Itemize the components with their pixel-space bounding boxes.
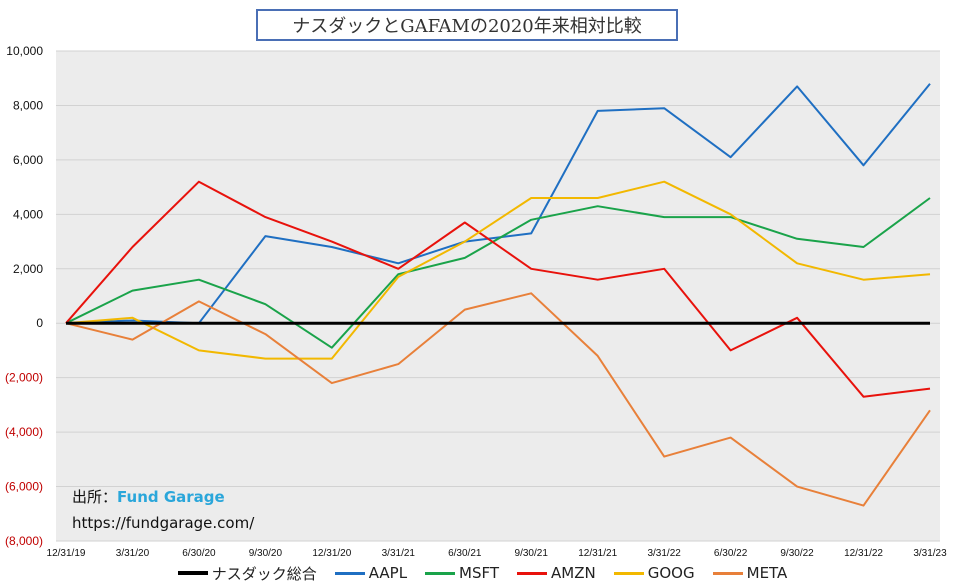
y-tick-label: 4,000	[13, 207, 43, 221]
x-tick-label: 9/30/22	[780, 548, 814, 559]
x-tick-label: 9/30/21	[515, 548, 549, 559]
series-line-meta	[65, 292, 931, 507]
x-tick-label: 12/31/21	[578, 548, 617, 559]
legend: ナスダック総合 AAPL MSFT AMZN GOOG META	[0, 561, 965, 585]
source-credit: 出所：Fund Garage	[72, 486, 225, 507]
y-tick-label: (2,000)	[5, 371, 43, 385]
x-tick-label: 6/30/20	[182, 548, 216, 559]
legend-label: META	[746, 564, 788, 582]
x-tick-label: 9/30/20	[249, 548, 283, 559]
legend-item: AMZN	[517, 564, 596, 582]
x-tick-label: 12/31/22	[844, 548, 883, 559]
plot-area	[56, 51, 940, 541]
x-tick-label: 12/31/19	[47, 548, 86, 559]
legend-item: META	[712, 564, 788, 582]
x-tick-label: 3/31/22	[647, 548, 681, 559]
y-tick-label: (8,000)	[5, 534, 43, 548]
legend-label: GOOG	[647, 564, 695, 582]
legend-swatch	[613, 571, 644, 575]
y-tick-label: 6,000	[13, 153, 43, 167]
legend-swatch	[425, 571, 456, 575]
legend-swatch	[177, 571, 208, 575]
y-tick-label: (4,000)	[5, 425, 43, 439]
legend-label: AMZN	[551, 564, 596, 582]
series-lines	[65, 83, 931, 507]
x-tick-label: 6/30/21	[448, 548, 482, 559]
legend-label: AAPL	[368, 564, 408, 582]
y-axis-ticks: 10,000 8,000 6,000 4,000 2,000 0 (2,000) (4,000…	[5, 44, 43, 548]
x-tick-label: 12/31/20	[312, 548, 351, 559]
series-line-aapl	[65, 83, 931, 325]
series-line-msft	[65, 197, 931, 349]
source-label: 出所：	[72, 488, 118, 506]
legend-item: ナスダック総合	[177, 563, 317, 584]
y-tick-label: 10,000	[6, 44, 43, 58]
legend-item: MSFT	[425, 564, 499, 582]
x-tick-label: 3/31/21	[382, 548, 416, 559]
legend-swatch	[334, 571, 365, 575]
y-tick-label: 2,000	[13, 262, 43, 276]
legend-swatch	[712, 571, 743, 575]
y-tick-label: 8,000	[13, 98, 43, 112]
legend-label: MSFT	[459, 564, 500, 582]
x-tick-label: 3/31/23	[913, 548, 947, 559]
chart-title: ナスダックとGAFAMの2020年来相対比較	[256, 9, 678, 41]
source-url: https://fundgarage.com/	[72, 514, 255, 532]
series-line-goog	[65, 180, 931, 360]
y-tick-label: (6,000)	[5, 480, 43, 494]
x-tick-label: 3/31/20	[116, 548, 150, 559]
source-brand: Fund Garage	[117, 488, 225, 506]
x-axis-ticks: 12/31/19 3/31/20 6/30/20 9/30/20 12/31/20 3/3…	[47, 548, 948, 559]
legend-item: AAPL	[334, 564, 408, 582]
legend-label: ナスダック総合	[211, 564, 317, 583]
legend-swatch	[517, 571, 548, 575]
legend-item: GOOG	[613, 564, 695, 582]
x-tick-label: 6/30/22	[714, 548, 748, 559]
y-tick-label: 0	[36, 316, 43, 330]
